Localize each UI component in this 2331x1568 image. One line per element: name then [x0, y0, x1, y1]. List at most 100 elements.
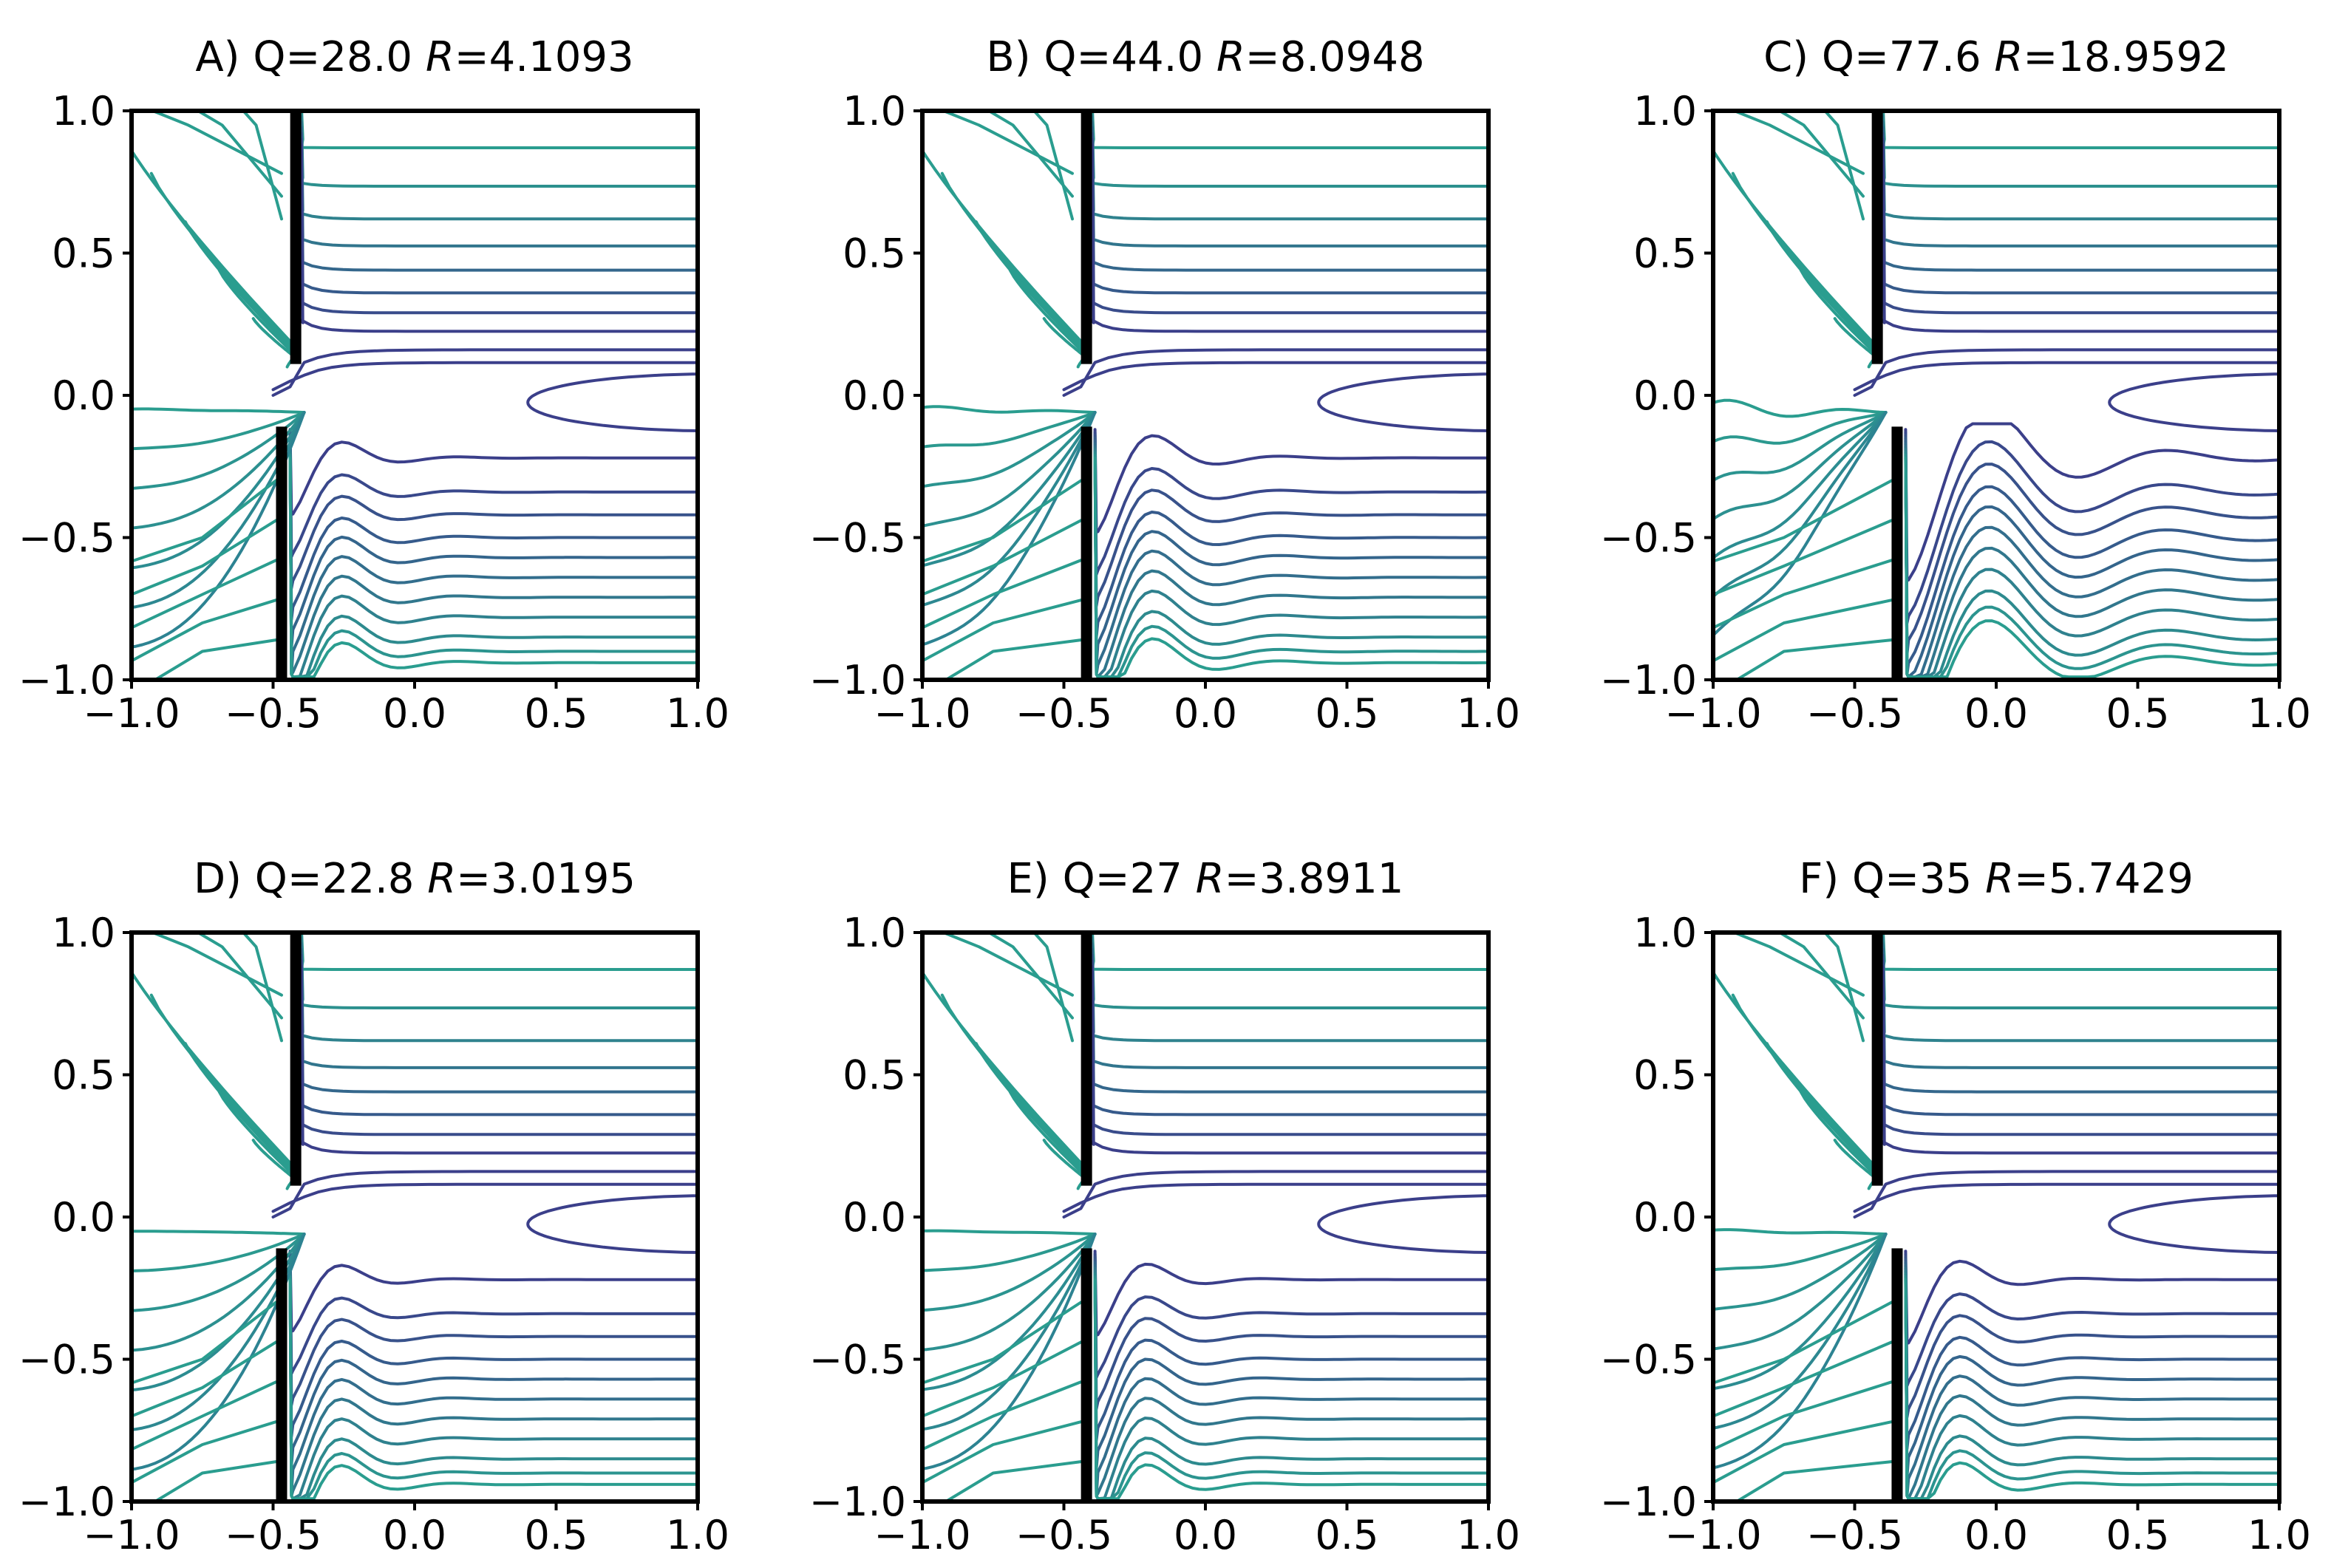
streamline-left-lower: [132, 411, 306, 451]
y-tick-label: 0.5: [843, 231, 906, 277]
streamline-left-bottom: [922, 1420, 1083, 1485]
streamline-gap: [1062, 361, 1488, 392]
streamline-left-lower: [1713, 1233, 1888, 1391]
streamline-left-bottom: [1713, 599, 1893, 663]
streamline-left-lower: [1713, 411, 1888, 599]
streamline-left-bottom: [1713, 1301, 1893, 1385]
streamline-upper: [1090, 115, 1488, 221]
streamline-lower: [1904, 1252, 2279, 1388]
streamline-left-bottom: [943, 1460, 1083, 1501]
panel-title: B) Q=44.0 R=8.0948: [986, 33, 1424, 81]
title-value: =18.9592: [2023, 33, 2229, 81]
streamline-upper: [1090, 143, 1488, 333]
streamline-left-bottom: [922, 519, 1083, 596]
streamline-left-lower: [1713, 1233, 1888, 1351]
streamline-recirculation: [2108, 372, 2279, 433]
streamline-recirculation: [1317, 1194, 1488, 1255]
streamline-lower: [1904, 448, 2279, 679]
streamline-gap: [271, 1170, 698, 1218]
streamline-left-bottom: [922, 1340, 1083, 1418]
streamlines-A: [132, 111, 698, 680]
streamline-left-bottom: [132, 599, 278, 663]
streamline-lower: [1093, 1275, 1488, 1501]
y-tick-label: −0.5: [1600, 515, 1697, 562]
streamline-recirculation: [526, 372, 698, 433]
streamline-gap: [1853, 348, 2279, 397]
panel-title: E) Q=27 R=3.8911: [1007, 855, 1404, 903]
streamline-upper: [299, 936, 698, 1043]
x-tick-label: 0.0: [1174, 1512, 1237, 1558]
streamline-left-top: [1776, 933, 1865, 1020]
streamline-left-bottom: [1713, 559, 1893, 630]
streamline-lower: [1093, 1267, 1488, 1498]
streamline-left-bottom: [922, 479, 1083, 563]
streamline-lower: [1904, 1258, 2279, 1450]
streamline-left-lower: [922, 1233, 1097, 1470]
streamline-upper: [1881, 120, 2279, 248]
streamline-lower: [288, 1272, 698, 1501]
streamline-recirculation: [2108, 1194, 2279, 1255]
x-tick-label: −1.0: [1664, 1512, 1761, 1558]
streamline-left-lower: [132, 411, 306, 610]
streamline-lower: [1904, 431, 2279, 624]
streamline-left-upper: [1765, 220, 1876, 352]
streamline-left-top: [986, 111, 1074, 198]
streamline-lower: [288, 1269, 698, 1501]
y-tick-label: 0.0: [52, 1194, 115, 1241]
streamline-lower: [1904, 442, 2279, 679]
streamline-upper: [299, 132, 698, 295]
streamline-lower: [288, 1278, 698, 1501]
title-value: =8.0948: [1245, 33, 1425, 81]
streamline-left-bottom: [132, 1340, 278, 1418]
streamline-left-top: [241, 111, 283, 221]
streamline-left-top: [241, 933, 283, 1043]
streamline-upper: [1090, 120, 1488, 248]
streamline-upper: [1090, 942, 1488, 1069]
y-tick-label: 0.0: [52, 372, 115, 419]
streamline-gap: [271, 361, 698, 392]
x-tick-label: 0.5: [525, 1512, 588, 1558]
streamline-lower: [288, 448, 698, 679]
title-var: R: [427, 855, 456, 903]
streamline-left-bottom: [922, 559, 1083, 630]
streamline-left-top: [1032, 111, 1074, 221]
streamline-upper: [1881, 132, 2279, 295]
title-value: =3.0195: [456, 855, 636, 903]
x-tick-label: −0.5: [1015, 690, 1112, 737]
streamline-left-upper: [940, 993, 1086, 1170]
streamline-left-lower: [1713, 411, 1888, 638]
streamline-lower: [288, 428, 698, 516]
streamline-lower: [288, 451, 698, 679]
streamline-lower: [1093, 431, 1488, 576]
axes-frame: [129, 930, 700, 1504]
x-tick-label: 0.0: [383, 1512, 446, 1558]
streamline-lower: [1093, 439, 1488, 667]
streamline-lower: [288, 1267, 698, 1498]
streamline-lower: [288, 1264, 698, 1495]
y-tick-label: 0.0: [843, 1194, 906, 1241]
streamline-upper: [1090, 111, 1488, 149]
streamline-lower: [1904, 439, 2279, 679]
streamline-lower: [1093, 445, 1488, 679]
x-tick-label: −0.5: [225, 1512, 321, 1558]
streamline-lower: [1093, 433, 1488, 607]
y-tick-label: 0.0: [1633, 1194, 1697, 1241]
streamline-left-lower: [922, 411, 1097, 647]
streamline-left-upper: [217, 268, 295, 355]
title-prefix: E) Q=27: [1007, 855, 1196, 903]
panel-title: C) Q=77.6 R=18.9592: [1763, 33, 2229, 81]
streamline-lower: [1093, 453, 1488, 679]
y-tick-label: 0.0: [1633, 372, 1697, 419]
streamline-upper: [1881, 137, 2279, 315]
streamline-left-lower: [922, 1233, 1097, 1431]
y-tick-label: 1.0: [52, 88, 115, 134]
streamline-left-bottom: [132, 479, 278, 563]
streamlines-C: [1713, 111, 2279, 680]
streamline-left-upper: [183, 220, 295, 352]
title-var: R: [426, 33, 455, 81]
streamline-left-upper: [974, 220, 1086, 352]
streamline-upper: [299, 120, 698, 248]
x-tick-label: −1.0: [83, 1512, 180, 1558]
x-tick-label: −0.5: [1806, 1512, 1903, 1558]
